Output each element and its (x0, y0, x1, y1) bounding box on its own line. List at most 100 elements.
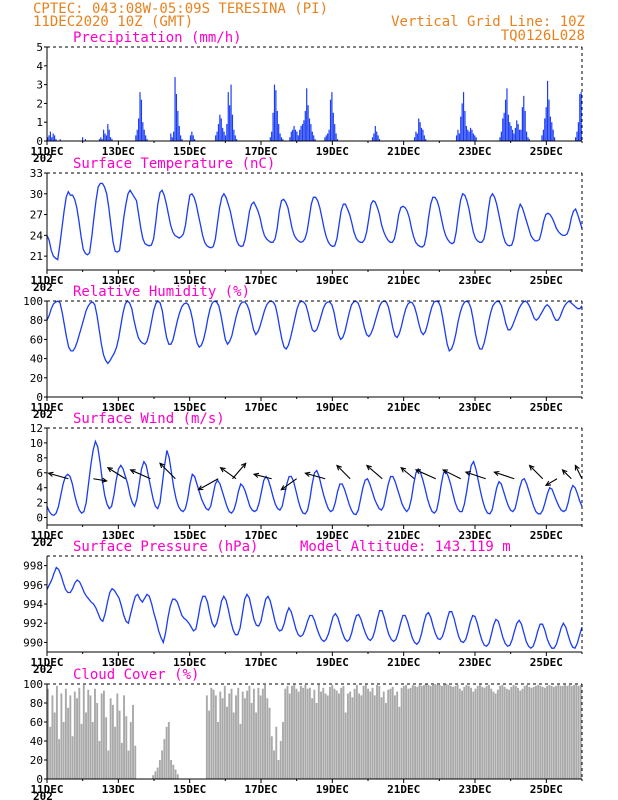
cloud-cover-bar (282, 722, 284, 779)
cloud-cover-bar (114, 726, 117, 779)
cloud-cover-bar (425, 684, 428, 779)
precipitation-bar (420, 127, 423, 141)
precipitation-bar (299, 129, 301, 141)
precipitation-bar (520, 129, 522, 141)
cloud-cover-bar (364, 684, 367, 779)
precipitation-year-label: 202 (33, 152, 53, 165)
wind-x-tick-label: 25DEC (530, 529, 563, 542)
precipitation-bar (377, 135, 379, 141)
cloud-cover-bar (530, 687, 533, 779)
precipitation-y-tick-label: 5 (36, 41, 43, 54)
cloud-cover-bar (55, 685, 58, 779)
pressure-x-tick-label: 11DEC (30, 656, 63, 669)
precipitation-bar (513, 133, 515, 141)
precipitation-bar (419, 122, 421, 141)
cloud-cover-bar (221, 698, 224, 779)
cloud-cover-bar (501, 684, 504, 779)
precipitation-x-tick-label: 13DEC (102, 145, 135, 158)
precipitation-bar (304, 110, 306, 141)
cloud-cover-bar (523, 685, 526, 779)
cloud-cover-bar (255, 712, 258, 779)
cloud-cover-bar (219, 691, 222, 779)
cloud-cover-bar (214, 695, 217, 779)
cloud-cover-bar (317, 684, 320, 779)
cloud-cover-bar (552, 686, 555, 779)
wind-vector-arrow (232, 462, 247, 480)
pressure-x-tick-label: 25DEC (530, 656, 563, 669)
precipitation-bar (308, 118, 311, 141)
precipitation-bar (142, 122, 144, 141)
precipitation-bar (104, 133, 106, 141)
precipitation-bar (525, 131, 528, 141)
cloud-cover-bar (458, 688, 461, 779)
cloud-cover-bar (505, 688, 508, 779)
cloud-cover-y-tick-label: 0 (36, 773, 43, 786)
cloud-cover-bar (346, 693, 349, 779)
cloud-cover-bar (47, 688, 49, 779)
pressure-y-tick-label: 994 (23, 598, 43, 611)
temperature-x-tick-label: 11DEC (30, 274, 63, 287)
precipitation-bar (175, 94, 178, 141)
cloud-cover-bar (400, 687, 403, 779)
wind-x-tick-label: 13DEC (102, 529, 135, 542)
cloud-cover-bar (331, 684, 334, 779)
precipitation-title: Precipitation (mm/h) (73, 30, 242, 46)
cloud-cover-bar (405, 684, 408, 779)
precipitation-bar (334, 124, 336, 141)
cloud-cover-bar (499, 685, 502, 779)
cloud-cover-bar (107, 750, 110, 779)
cloud-cover-bar (416, 686, 419, 779)
precipitation-bar (143, 129, 145, 141)
pressure-y-tick-label: 990 (23, 636, 43, 649)
precipitation-bar (226, 124, 228, 141)
temperature-panel: 21 24 27 30 33 11DEC 13DEC 15DEC 17DEC 19DEC 21DEC… (30, 156, 583, 294)
humidity-y-tick-label: 80 (30, 314, 43, 327)
precipitation-bar (325, 135, 327, 141)
precipitation-bar (580, 92, 582, 141)
precipitation-bar (280, 137, 283, 141)
cloud-cover-bar (212, 689, 215, 779)
precipitation-bar (105, 135, 108, 141)
precipitation-bar (51, 137, 53, 141)
wind-vector-arrow (400, 466, 415, 480)
cloud-cover-y-tick-label: 100 (23, 678, 43, 691)
wind-y-tick-label: 8 (36, 452, 43, 465)
cloud-cover-panel: 0 20 40 60 80 100 11DEC 13DEC 15DEC 17DEC 19DEC 21D… (23, 667, 583, 800)
precipitation-bar (517, 124, 519, 141)
precipitation-bar (292, 129, 294, 141)
wind-y-tick-label: 0 (36, 512, 43, 525)
cloud-cover-bar (311, 698, 314, 779)
humidity-y-tick-label: 60 (30, 333, 43, 346)
precipitation-bar (460, 116, 462, 141)
cloud-cover-bar (304, 684, 307, 779)
precipitation-bar (311, 131, 313, 141)
humidity-y-tick-label: 100 (23, 295, 43, 308)
cloud-cover-x-tick-label: 17DEC (244, 783, 277, 796)
precipitation-bar (59, 139, 61, 141)
precipitation-bar (111, 139, 113, 141)
precipitation-bar (170, 133, 172, 141)
humidity-x-tick-label: 21DEC (387, 401, 420, 414)
cloud-cover-bar (71, 736, 74, 779)
cloud-cover-x-tick-label: 15DEC (173, 783, 206, 796)
cloud-cover-bar (548, 684, 551, 779)
precipitation-y-tick-label: 1 (36, 116, 43, 129)
precipitation-bar (215, 135, 217, 141)
cloud-cover-bar (344, 712, 347, 779)
cloud-cover-bar (512, 684, 515, 779)
cloud-cover-bar (250, 703, 253, 779)
cloud-cover-bar (129, 722, 132, 779)
precipitation-bar (139, 92, 141, 141)
pressure-y-tick-label: 996 (23, 579, 43, 592)
cloud-cover-bar (82, 684, 85, 779)
cloud-cover-bar (91, 722, 94, 779)
cloud-cover-bar (577, 685, 580, 779)
precipitation-bar (577, 122, 579, 141)
cloud-cover-bar (208, 710, 211, 779)
precipitation-bar (217, 124, 220, 141)
precipitation-bar (455, 135, 458, 141)
precipitation-y-tick-label: 2 (36, 97, 43, 110)
cloud-cover-bar (210, 687, 213, 779)
precipitation-bar (303, 120, 305, 141)
